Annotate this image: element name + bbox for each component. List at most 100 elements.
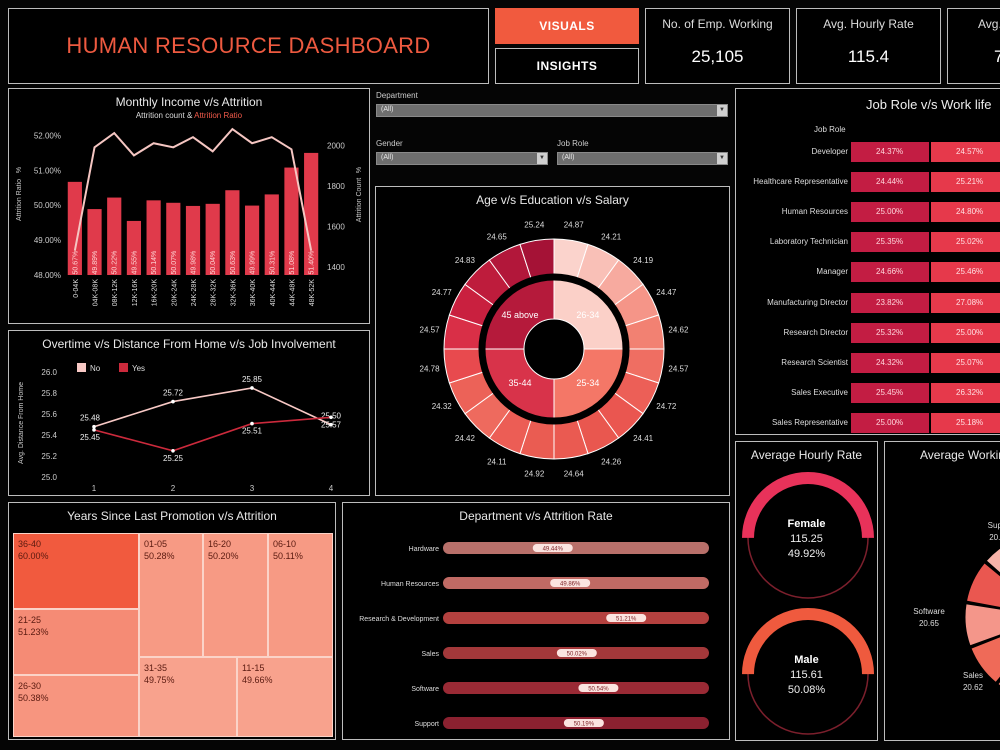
working-segment [985, 547, 1000, 574]
bar-value-label: 49.55% [131, 251, 138, 275]
y-tick-label: 25.4 [41, 431, 57, 440]
cell-label: 31-35 [144, 663, 168, 673]
male-value: 115.61 [790, 669, 823, 681]
bar-marker [578, 684, 619, 692]
outer-label: 24.72 [656, 402, 677, 411]
data-point [250, 421, 254, 426]
cell-a: 25.00% [851, 202, 929, 223]
jobrole-row-header: Job Role [814, 125, 846, 134]
bar [304, 152, 319, 275]
bar-value-label: 50.22% [112, 251, 119, 275]
y-tick-label: 50.00% [34, 201, 61, 210]
role-label: Sales Representative [771, 417, 848, 427]
kpi-label: Avg. Hourly Rate [823, 17, 914, 31]
table-row: Manufacturing Director 23.82% 27.08% [736, 292, 1000, 313]
table-row: Laboratory Technician 25.35% 25.02% [736, 232, 1000, 253]
overtime-panel: Overtime v/s Distance From Home v/s Job … [8, 330, 370, 496]
y-tick-label: 25.8 [41, 389, 57, 398]
bar-marker [532, 544, 573, 552]
department-filter-label: Department [376, 91, 418, 100]
chevron-down-icon[interactable]: ▼ [537, 153, 547, 164]
bar-value-label: 51.21% [616, 617, 637, 623]
data-point [92, 424, 96, 429]
cell-b: 25.21% [931, 172, 1000, 193]
kpi-third: Avg. 7 [947, 8, 1000, 84]
bar-track [443, 612, 709, 624]
y-axis-label: Avg. Distance From Home [18, 382, 25, 464]
cell-b: 25.07% [931, 352, 1000, 373]
y2-tick-label: 1400 [327, 263, 345, 272]
outer-label: 24.77 [432, 288, 453, 297]
promotion-title: Years Since Last Promotion v/s Attrition [67, 509, 277, 523]
cell-a: 24.37% [851, 142, 929, 162]
bar [107, 197, 122, 275]
outer-label: 24.92 [524, 469, 545, 478]
data-label: 25.51 [242, 427, 263, 436]
inner-label: 35-44 [509, 378, 532, 388]
y-tick-label: 52.00% [34, 131, 61, 140]
role-label: Developer [811, 147, 848, 156]
cell-value: 50.38% [18, 693, 49, 703]
bar-value-label: 49.86% [560, 582, 581, 588]
cell-b: 25.00% [931, 322, 1000, 343]
visuals-button[interactable]: VISUALS [495, 8, 639, 44]
gender-filter[interactable]: (All) ▼ [376, 152, 548, 165]
cell-label: 01-05 [144, 539, 168, 549]
cell-label: 26-30 [18, 681, 42, 691]
outer-label: 24.57 [420, 325, 441, 334]
x-tick-label: 40K-44K [270, 279, 277, 307]
x-tick-label: 48K-52K [309, 279, 316, 307]
hourly-title: Average Hourly Rate [750, 448, 863, 462]
data-point [329, 415, 333, 420]
overtime-title: Overtime v/s Distance From Home v/s Job … [42, 337, 336, 351]
bar [225, 190, 240, 275]
x-tick-label: 12K-16K [132, 279, 139, 307]
department-filter[interactable]: (All) ▼ [376, 104, 728, 117]
department-filter-value: (All) [381, 106, 394, 113]
outer-label: 24.32 [432, 402, 453, 411]
cell-a: 25.32% [851, 322, 929, 343]
outer-label: 24.42 [455, 434, 476, 443]
category-label: Sales [421, 651, 439, 658]
working-segment [970, 636, 1000, 684]
table-row: Manager 24.66% 25.46% [736, 262, 1000, 283]
sunburst-panel: Age v/s Education v/s Salary 24.87 24.21 2… [375, 186, 730, 496]
segment-label: Software [913, 607, 945, 616]
bar-marker [556, 649, 597, 657]
bar-value-label: 50.04% [210, 251, 217, 275]
working-chart: Supp 20.6 Software 20.65 Sales 20.62 [913, 521, 1000, 692]
outer-label: 24.21 [601, 233, 622, 242]
cell-a: 24.44% [851, 172, 929, 193]
x-tick-label: 20K-24K [171, 279, 178, 307]
bar [205, 203, 220, 275]
treemap-cell: 26-30 50.38% [13, 675, 139, 737]
data-label: 25.57 [321, 420, 342, 429]
x-tick-label: 4 [329, 484, 334, 493]
x-tick-label: 0-04K [73, 279, 80, 298]
outer-label: 24.19 [633, 256, 654, 265]
y-axis-label: Attrition Ratio [16, 179, 23, 221]
insights-button[interactable]: INSIGHTS [495, 48, 639, 84]
treemap-cell: 31-35 49.75% [139, 657, 237, 737]
chevron-down-icon[interactable]: ▼ [717, 153, 727, 164]
data-label: 25.72 [163, 389, 184, 398]
treemap-cell: 01-05 50.28% [139, 533, 203, 657]
data-label: 25.85 [242, 375, 263, 384]
outer-label: 24.83 [455, 256, 476, 265]
segment-label: Supp [988, 521, 1000, 530]
legend-swatch [119, 363, 128, 372]
working-title: Average Working [920, 448, 1000, 462]
role-label: Research Director [783, 327, 848, 337]
chevron-down-icon[interactable]: ▼ [717, 105, 727, 116]
table-row: Healthcare Representative 24.44% 25.21% [736, 172, 1000, 193]
outer-label: 24.64 [564, 469, 585, 478]
treemap-cell: 21-25 51.23% [13, 609, 139, 675]
income-panel: Monthly Income v/s Attrition Attrition c… [8, 88, 370, 324]
jobrole-title: Job Role v/s Work life [866, 97, 992, 112]
ring-divider [478, 273, 630, 425]
job-role-filter[interactable]: (All) ▼ [557, 152, 728, 165]
y-tick-label: 48.00% [34, 271, 61, 280]
treemap-cell: 11-15 49.66% [237, 657, 333, 737]
bar-value-label: 49.44% [543, 547, 564, 553]
treemap-cell: 16-20 50.20% [203, 533, 268, 657]
